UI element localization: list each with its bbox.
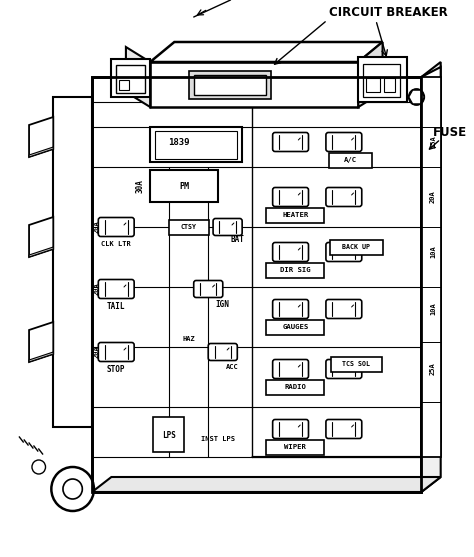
- Polygon shape: [150, 62, 358, 107]
- FancyBboxPatch shape: [98, 217, 134, 237]
- Text: LPS: LPS: [163, 431, 176, 439]
- Bar: [194, 75, 266, 95]
- Text: TCS SOL: TCS SOL: [342, 361, 371, 367]
- Text: A/C: A/C: [344, 157, 357, 163]
- Text: CIRCUIT BREAKER: CIRCUIT BREAKER: [329, 6, 448, 18]
- Polygon shape: [358, 57, 407, 102]
- Text: 30A: 30A: [136, 179, 145, 193]
- Text: 15A: 15A: [430, 135, 436, 148]
- Text: HAZ: HAZ: [182, 336, 195, 342]
- Bar: [366, 78, 380, 92]
- Polygon shape: [29, 322, 53, 362]
- Polygon shape: [358, 42, 383, 107]
- Text: IGN: IGN: [216, 300, 230, 309]
- Bar: [266, 439, 325, 455]
- FancyBboxPatch shape: [326, 133, 362, 152]
- FancyBboxPatch shape: [326, 242, 362, 261]
- Bar: [155, 131, 237, 159]
- Bar: [116, 65, 146, 93]
- Text: 10A: 10A: [430, 302, 436, 315]
- FancyBboxPatch shape: [273, 419, 309, 438]
- Polygon shape: [92, 477, 441, 492]
- Text: 1839: 1839: [168, 138, 190, 146]
- Bar: [150, 127, 242, 162]
- Polygon shape: [29, 147, 53, 157]
- Bar: [153, 417, 184, 452]
- Polygon shape: [53, 97, 92, 427]
- FancyBboxPatch shape: [326, 359, 362, 379]
- Text: CTSY: CTSY: [181, 224, 197, 230]
- FancyBboxPatch shape: [98, 280, 134, 299]
- Polygon shape: [126, 47, 150, 107]
- Text: HEATER: HEATER: [283, 212, 309, 218]
- FancyBboxPatch shape: [98, 343, 134, 361]
- Bar: [421, 77, 441, 457]
- Polygon shape: [29, 117, 53, 157]
- Bar: [266, 379, 325, 394]
- Bar: [150, 170, 218, 202]
- Polygon shape: [29, 352, 53, 362]
- Polygon shape: [252, 67, 441, 457]
- Polygon shape: [111, 59, 150, 97]
- Text: 20A: 20A: [94, 221, 100, 233]
- FancyBboxPatch shape: [273, 133, 309, 152]
- Polygon shape: [409, 90, 424, 104]
- Circle shape: [32, 460, 46, 474]
- Bar: [363, 64, 400, 97]
- FancyBboxPatch shape: [208, 344, 237, 360]
- Text: 20A: 20A: [94, 282, 100, 295]
- Bar: [266, 208, 325, 222]
- Text: RADIO: RADIO: [284, 384, 306, 390]
- Polygon shape: [29, 217, 53, 257]
- Text: BACK UP: BACK UP: [342, 244, 371, 250]
- Bar: [331, 356, 382, 372]
- Text: INST LPS: INST LPS: [201, 436, 235, 442]
- Circle shape: [409, 89, 424, 105]
- Bar: [330, 240, 383, 255]
- Bar: [169, 219, 209, 234]
- Bar: [266, 320, 325, 335]
- Text: GAUGES: GAUGES: [283, 324, 309, 330]
- FancyBboxPatch shape: [273, 300, 309, 319]
- Text: PM: PM: [179, 182, 189, 190]
- Bar: [119, 80, 129, 90]
- Text: 20A: 20A: [94, 346, 100, 358]
- Bar: [329, 153, 373, 168]
- FancyBboxPatch shape: [194, 281, 223, 297]
- Polygon shape: [92, 77, 421, 492]
- Text: CLK LTR: CLK LTR: [101, 241, 131, 247]
- FancyBboxPatch shape: [273, 188, 309, 207]
- FancyBboxPatch shape: [273, 242, 309, 261]
- Text: WIPER: WIPER: [284, 444, 306, 450]
- FancyBboxPatch shape: [273, 359, 309, 379]
- Text: BAT: BAT: [230, 234, 244, 243]
- Text: STOP: STOP: [107, 364, 126, 374]
- Circle shape: [63, 479, 82, 499]
- Text: FUSE: FUSE: [433, 125, 467, 139]
- FancyBboxPatch shape: [326, 188, 362, 207]
- Text: 20A: 20A: [430, 190, 436, 203]
- Text: ACC: ACC: [226, 364, 239, 370]
- Text: DIR SIG: DIR SIG: [280, 267, 311, 273]
- FancyBboxPatch shape: [326, 419, 362, 438]
- Bar: [383, 78, 395, 92]
- Bar: [266, 262, 325, 277]
- FancyBboxPatch shape: [326, 300, 362, 319]
- FancyBboxPatch shape: [213, 218, 242, 236]
- Polygon shape: [29, 247, 53, 257]
- Polygon shape: [150, 42, 383, 62]
- Text: 25A: 25A: [430, 363, 436, 375]
- Text: 10A: 10A: [430, 246, 436, 258]
- Polygon shape: [421, 62, 441, 492]
- Circle shape: [51, 467, 94, 511]
- Text: TAIL: TAIL: [107, 301, 126, 310]
- Bar: [189, 71, 271, 99]
